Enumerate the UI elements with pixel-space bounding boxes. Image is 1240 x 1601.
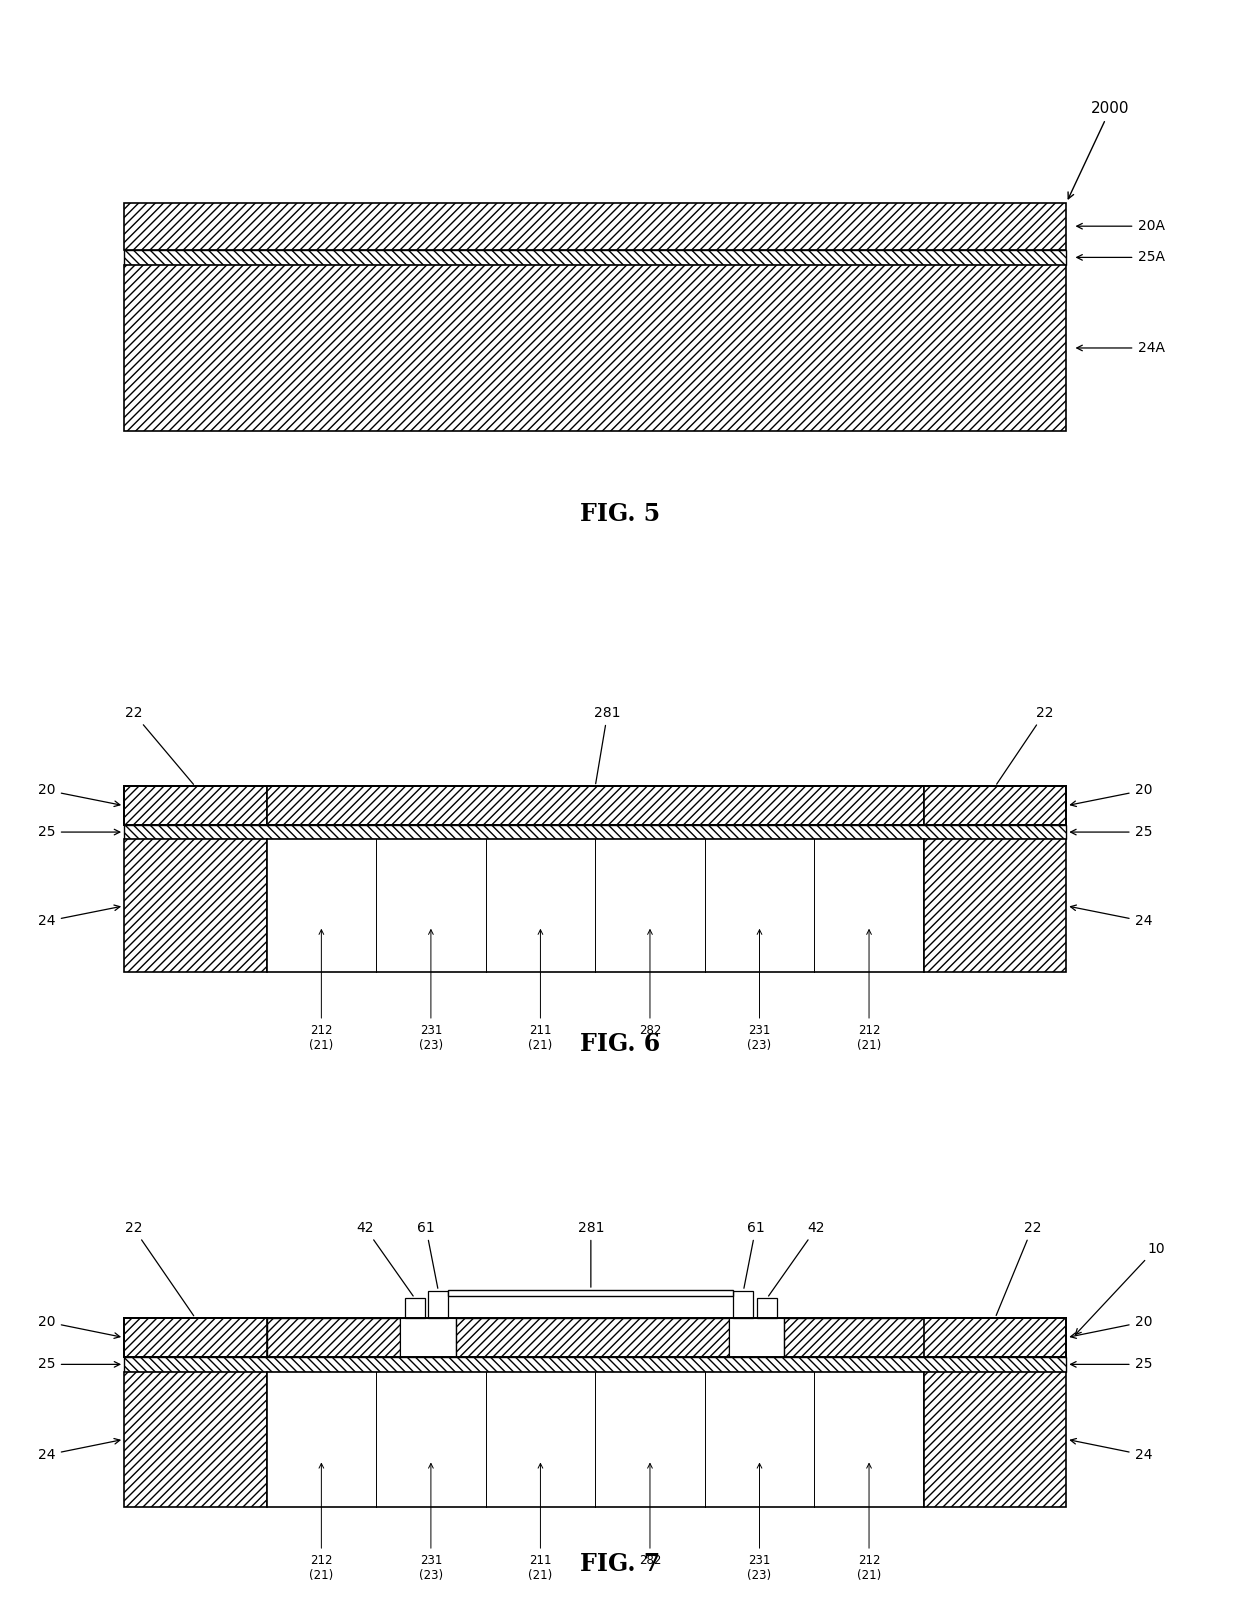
Text: 10: 10 <box>1075 1242 1164 1335</box>
Bar <box>124 1318 267 1358</box>
Bar <box>267 1318 399 1358</box>
Text: FIG. 6: FIG. 6 <box>580 1033 660 1057</box>
Text: 211
(21): 211 (21) <box>528 1463 553 1582</box>
Text: 25: 25 <box>38 1358 120 1372</box>
Text: 282: 282 <box>639 930 661 1037</box>
Text: 61: 61 <box>417 1222 438 1289</box>
Bar <box>399 1318 456 1358</box>
Bar <box>124 1358 1066 1372</box>
Text: 281: 281 <box>578 1222 604 1287</box>
Text: 22: 22 <box>996 1222 1042 1316</box>
Text: 231
(23): 231 (23) <box>419 1463 443 1582</box>
Bar <box>429 1290 449 1318</box>
Bar <box>124 786 267 825</box>
Text: 42: 42 <box>769 1222 826 1297</box>
Text: 22: 22 <box>124 706 193 784</box>
Text: 231
(23): 231 (23) <box>419 930 443 1052</box>
Text: 25: 25 <box>1070 1358 1152 1372</box>
Bar <box>785 1318 924 1358</box>
Bar <box>734 1290 754 1318</box>
Text: 61: 61 <box>744 1222 765 1289</box>
Text: 212
(21): 212 (21) <box>309 1463 334 1582</box>
Bar <box>124 1318 1066 1358</box>
Bar <box>924 1372 1066 1507</box>
Text: 231
(23): 231 (23) <box>748 930 771 1052</box>
Text: 212
(21): 212 (21) <box>857 930 882 1052</box>
Text: FIG. 5: FIG. 5 <box>580 501 660 525</box>
Bar <box>924 1318 1066 1358</box>
Text: 20: 20 <box>1070 783 1152 807</box>
Bar <box>456 1318 729 1358</box>
Text: FIG. 7: FIG. 7 <box>580 1553 660 1575</box>
Text: 24: 24 <box>1070 1439 1152 1462</box>
Text: 24: 24 <box>38 1439 120 1462</box>
Bar <box>924 839 1066 972</box>
Text: 282: 282 <box>639 1463 661 1567</box>
Bar <box>124 203 1066 250</box>
Bar <box>124 250 1066 266</box>
Bar <box>267 1372 924 1507</box>
Bar <box>124 825 1066 839</box>
Text: 211
(21): 211 (21) <box>528 930 553 1052</box>
Text: 20: 20 <box>38 783 120 807</box>
Bar <box>729 1318 785 1358</box>
Text: 24A: 24A <box>1138 341 1166 355</box>
Bar <box>267 786 924 825</box>
Text: 231
(23): 231 (23) <box>748 1463 771 1582</box>
Text: 281: 281 <box>594 706 621 784</box>
Text: 20A: 20A <box>1138 219 1166 234</box>
Bar <box>267 839 924 972</box>
Text: 2000: 2000 <box>1068 101 1130 199</box>
Bar <box>124 839 267 972</box>
Bar <box>124 266 1066 431</box>
Text: 212
(21): 212 (21) <box>309 930 334 1052</box>
Text: 20: 20 <box>38 1314 120 1338</box>
Text: 25A: 25A <box>1138 250 1166 264</box>
Text: 42: 42 <box>356 1222 413 1297</box>
Text: 22: 22 <box>124 1222 193 1316</box>
Text: 24: 24 <box>38 905 120 929</box>
Bar <box>124 786 1066 825</box>
Text: 24: 24 <box>1070 905 1152 929</box>
Bar <box>924 786 1066 825</box>
Text: 212
(21): 212 (21) <box>857 1463 882 1582</box>
Text: 25: 25 <box>38 825 120 839</box>
Bar <box>449 1290 734 1297</box>
Text: 20: 20 <box>1070 1314 1152 1338</box>
Bar <box>756 1298 776 1318</box>
Text: 22: 22 <box>997 706 1054 784</box>
Text: 25: 25 <box>1070 825 1152 839</box>
Bar <box>124 1372 267 1507</box>
Bar <box>404 1298 424 1318</box>
